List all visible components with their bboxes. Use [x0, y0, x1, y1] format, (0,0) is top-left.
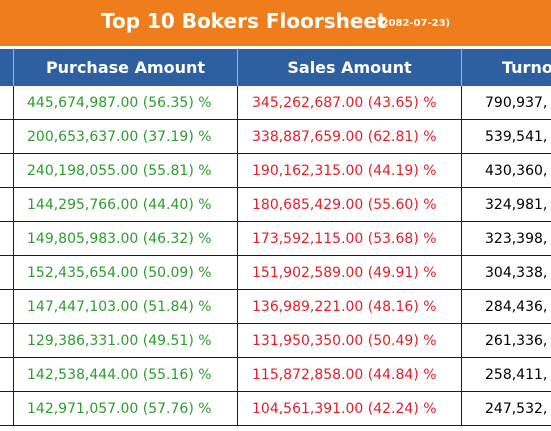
cell-divider: [461, 358, 462, 392]
cell-sales-amount: 190,162,315.00 (44.19) %: [252, 163, 437, 179]
cell-divider: [237, 256, 238, 290]
cell-divider: [237, 154, 238, 188]
column-header-purchase[interactable]: Purchase Amount: [45, 58, 206, 77]
cell-divider: [13, 154, 14, 188]
cell-divider: [13, 188, 14, 222]
cell-sales-amount: 151,902,589.00 (49.91) %: [252, 265, 437, 281]
column-divider: [13, 49, 14, 86]
cell-purchase-amount: 142,971,057.00 (57.76) %: [27, 401, 212, 417]
cell-turnover: 247,532,: [485, 401, 548, 417]
column-header-sales[interactable]: Sales Amount: [287, 58, 412, 77]
cell-purchase-amount: 152,435,654.00 (50.09) %: [27, 265, 212, 281]
cell-divider: [461, 256, 462, 290]
cell-divider: [461, 290, 462, 324]
table-row[interactable]: 200,653,637.00 (37.19) % 338,887,659.00 (…: [0, 120, 551, 154]
cell-divider: [13, 222, 14, 256]
table-row[interactable]: 142,538,444.00 (55.16) % 115,872,858.00 (…: [0, 358, 551, 392]
column-divider: [237, 49, 238, 86]
cell-turnover: 323,398,: [485, 231, 548, 247]
cell-divider: [461, 154, 462, 188]
cell-turnover: 539,541,: [485, 129, 548, 145]
cell-sales-amount: 136,989,221.00 (48.16) %: [252, 299, 437, 315]
page-title: Top 10 Bokers Floorsheet: [101, 9, 387, 33]
cell-divider: [13, 392, 14, 426]
cell-divider: [461, 222, 462, 256]
cell-purchase-amount: 144,295,766.00 (44.40) %: [27, 197, 212, 213]
cell-purchase-amount: 445,674,987.00 (56.35) %: [27, 95, 212, 111]
cell-sales-amount: 131,950,350.00 (50.49) %: [252, 333, 437, 349]
cell-sales-amount: 104,561,391.00 (42.24) %: [252, 401, 437, 417]
cell-sales-amount: 115,872,858.00 (44.84) %: [252, 367, 437, 383]
cell-divider: [461, 120, 462, 154]
cell-sales-amount: 173,592,115.00 (53.68) %: [252, 231, 437, 247]
cell-divider: [13, 256, 14, 290]
title-bar: Top 10 Bokers Floorsheet (2082-07-23): [0, 0, 551, 46]
cell-turnover: 430,360,: [485, 163, 548, 179]
cell-divider: [237, 188, 238, 222]
table-row[interactable]: 240,198,055.00 (55.81) % 190,162,315.00 (…: [0, 154, 551, 188]
cell-divider: [13, 290, 14, 324]
cell-purchase-amount: 149,805,983.00 (46.32) %: [27, 231, 212, 247]
cell-turnover: 304,338,: [485, 265, 548, 281]
cell-divider: [461, 392, 462, 426]
cell-purchase-amount: 142,538,444.00 (55.16) %: [27, 367, 212, 383]
table-row[interactable]: 147,447,103.00 (51.84) % 136,989,221.00 (…: [0, 290, 551, 324]
cell-turnover: 324,981,: [485, 197, 548, 213]
cell-divider: [237, 290, 238, 324]
table-row[interactable]: 129,386,331.00 (49.51) % 131,950,350.00 (…: [0, 324, 551, 358]
cell-divider: [13, 86, 14, 120]
table-header: Purchase Amount Sales Amount Turno: [0, 49, 551, 86]
cell-divider: [237, 324, 238, 358]
cell-turnover: 790,937,: [485, 95, 548, 111]
column-header-turnover[interactable]: Turno: [502, 58, 551, 77]
cell-divider: [237, 86, 238, 120]
cell-turnover: 284,436,: [485, 299, 548, 315]
cell-divider: [13, 120, 14, 154]
table-row[interactable]: 152,435,654.00 (50.09) % 151,902,589.00 (…: [0, 256, 551, 290]
column-divider: [461, 49, 462, 86]
cell-sales-amount: 338,887,659.00 (62.81) %: [252, 129, 437, 145]
cell-divider: [461, 188, 462, 222]
cell-purchase-amount: 200,653,637.00 (37.19) %: [27, 129, 212, 145]
cell-divider: [237, 392, 238, 426]
cell-purchase-amount: 240,198,055.00 (55.81) %: [27, 163, 212, 179]
cell-sales-amount: 345,262,687.00 (43.65) %: [252, 95, 437, 111]
table-row[interactable]: 149,805,983.00 (46.32) % 173,592,115.00 (…: [0, 222, 551, 256]
cell-divider: [461, 86, 462, 120]
cell-divider: [237, 222, 238, 256]
cell-turnover: 261,336,: [485, 333, 548, 349]
cell-divider: [237, 120, 238, 154]
cell-sales-amount: 180,685,429.00 (55.60) %: [252, 197, 437, 213]
cell-divider: [461, 324, 462, 358]
cell-divider: [13, 358, 14, 392]
report-date: (2082-07-23): [377, 18, 451, 29]
table-row[interactable]: 142,971,057.00 (57.76) % 104,561,391.00 (…: [0, 392, 551, 426]
cell-purchase-amount: 147,447,103.00 (51.84) %: [27, 299, 212, 315]
cell-turnover: 258,411,: [485, 367, 548, 383]
cell-divider: [13, 324, 14, 358]
cell-divider: [237, 358, 238, 392]
table-row[interactable]: 144,295,766.00 (44.40) % 180,685,429.00 (…: [0, 188, 551, 222]
table-row[interactable]: 445,674,987.00 (56.35) % 345,262,687.00 (…: [0, 86, 551, 120]
cell-purchase-amount: 129,386,331.00 (49.51) %: [27, 333, 212, 349]
